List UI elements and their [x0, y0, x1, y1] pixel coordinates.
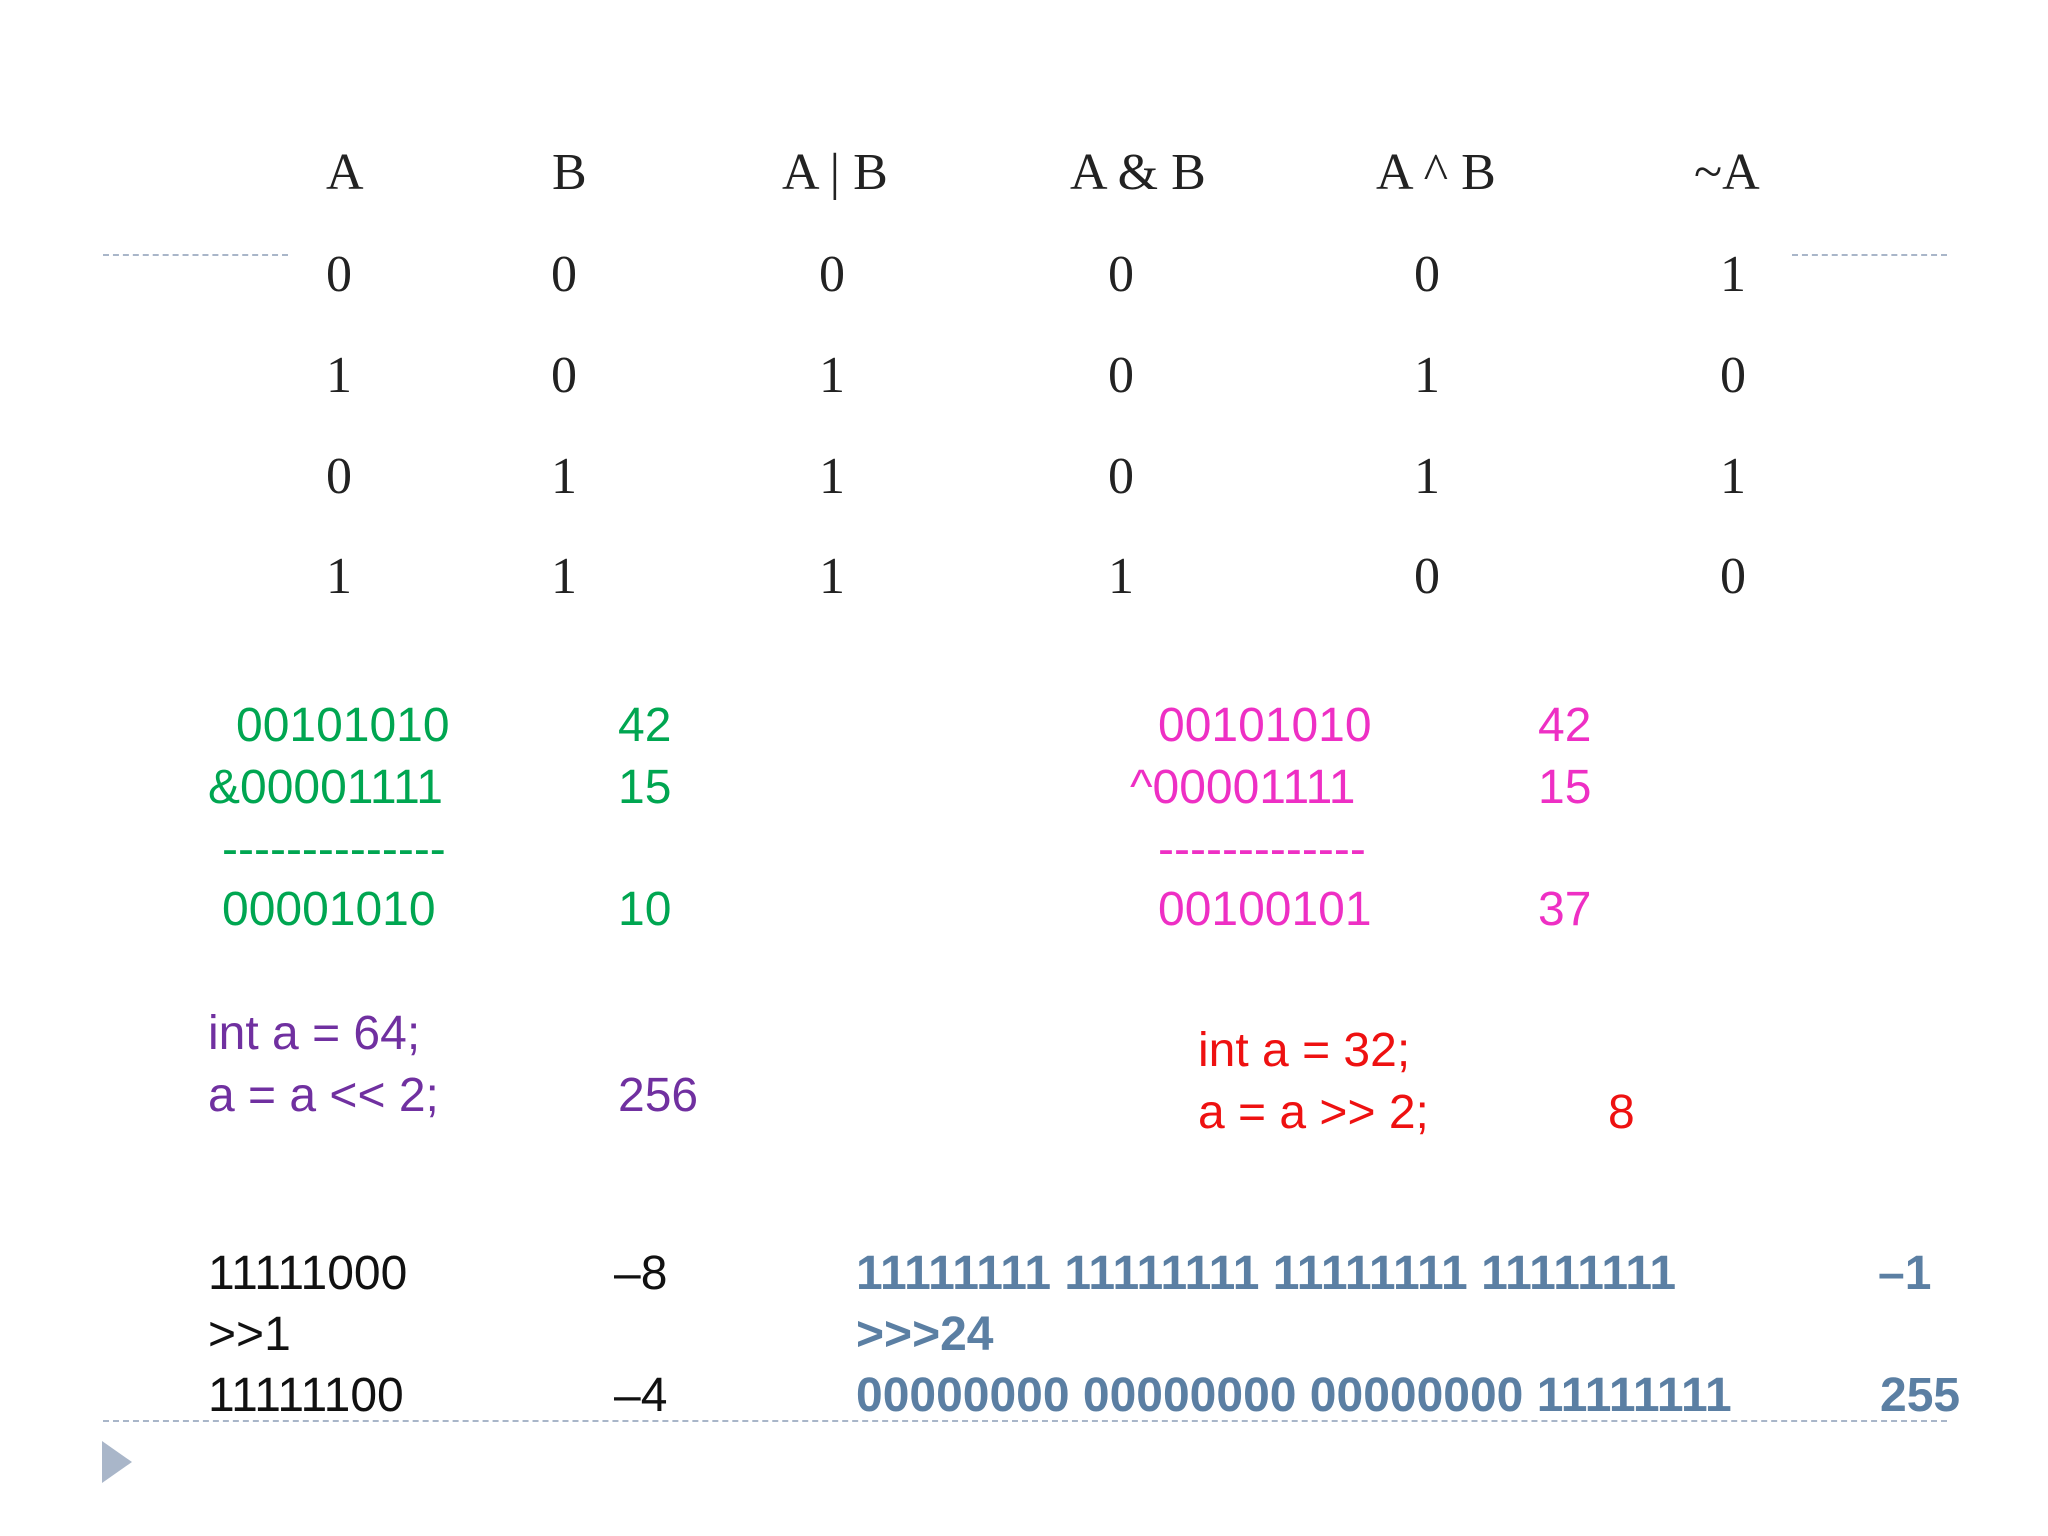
xor-operand1-bits: 00101010 [1158, 699, 1372, 752]
xor-operand2-value: 15 [1538, 761, 1592, 814]
table-cell: 1 [551, 448, 577, 505]
top-left-divider [103, 254, 288, 256]
xor-operand2-bits: ^00001111 [1130, 761, 1356, 814]
signed-after-value: –4 [614, 1369, 668, 1422]
table-cell: 1 [819, 548, 845, 605]
table-cell: 0 [1720, 548, 1746, 605]
xor-result-value: 37 [1538, 883, 1592, 936]
table-header-and: A & B [1070, 144, 1206, 201]
left-shift-line2: a = a << 2; [208, 1069, 439, 1122]
table-header-xor: A ^ B [1376, 144, 1496, 201]
table-cell: 0 [819, 246, 845, 303]
and-operand2-value: 15 [618, 761, 672, 814]
and-result-value: 10 [618, 883, 672, 936]
unsigned-after-bits: 00000000 00000000 00000000 11111111 [856, 1369, 1732, 1422]
unsigned-before-bits: 11111111 11111111 11111111 11111111 [856, 1247, 1677, 1300]
table-cell: 0 [1108, 246, 1134, 303]
table-cell: 1 [551, 548, 577, 605]
right-shift-result: 8 [1608, 1086, 1635, 1139]
xor-separator: ------------- [1158, 823, 1366, 876]
table-cell: 0 [551, 347, 577, 404]
unsigned-after-value: 255 [1880, 1369, 1961, 1422]
table-cell: 0 [1108, 448, 1134, 505]
bottom-divider [103, 1420, 1947, 1422]
table-cell: 1 [819, 448, 845, 505]
and-operand2-bits: &00001111 [208, 761, 443, 814]
and-result-bits: 00001010 [222, 883, 436, 936]
table-cell: 1 [1720, 246, 1746, 303]
right-shift-line2: a = a >> 2; [1198, 1086, 1429, 1139]
table-header-b: B [552, 144, 587, 201]
table-cell: 0 [1720, 347, 1746, 404]
unsigned-operator: >>>24 [856, 1308, 994, 1361]
right-shift-line1: int a = 32; [1198, 1024, 1411, 1077]
left-shift-line1: int a = 64; [208, 1007, 421, 1060]
signed-after-bits: 11111100 [208, 1369, 404, 1422]
xor-result-bits: 00100101 [1158, 883, 1372, 936]
table-cell: 0 [1414, 548, 1440, 605]
table-cell: 0 [326, 448, 352, 505]
unsigned-before-value: –1 [1878, 1247, 1932, 1300]
table-cell: 0 [551, 246, 577, 303]
table-cell: 0 [1414, 246, 1440, 303]
triangle-bullet-icon [102, 1441, 132, 1483]
table-header-or: A | B [782, 144, 888, 201]
table-cell: 1 [1108, 548, 1134, 605]
table-cell: 1 [1720, 448, 1746, 505]
signed-before-bits: 11111000 [208, 1247, 408, 1300]
xor-operand1-value: 42 [1538, 699, 1592, 752]
table-cell: 1 [326, 347, 352, 404]
signed-operator: >>1 [208, 1308, 291, 1361]
and-operand1-value: 42 [618, 699, 672, 752]
top-right-divider [1792, 254, 1947, 256]
table-cell: 1 [1414, 347, 1440, 404]
table-header-not: ~A [1694, 144, 1760, 201]
table-cell: 0 [1108, 347, 1134, 404]
and-separator: -------------- [222, 823, 446, 876]
table-header-a: A [326, 144, 364, 201]
table-cell: 1 [326, 548, 352, 605]
table-cell: 0 [326, 246, 352, 303]
table-cell: 1 [819, 347, 845, 404]
left-shift-result: 256 [618, 1069, 699, 1122]
table-cell: 1 [1414, 448, 1440, 505]
and-operand1-bits: 00101010 [236, 699, 450, 752]
signed-before-value: –8 [614, 1247, 668, 1300]
